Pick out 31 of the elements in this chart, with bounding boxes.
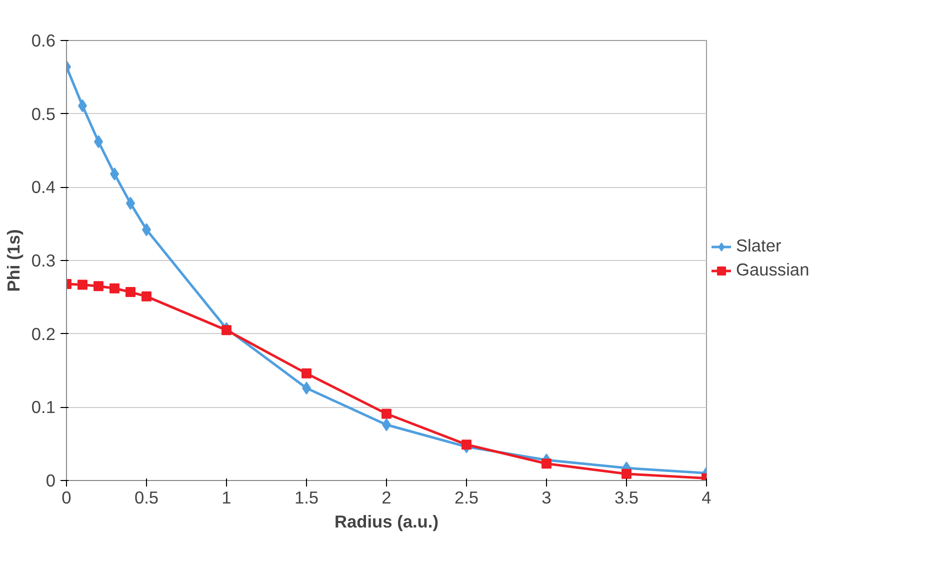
x-tick-label: 2.5	[454, 488, 479, 508]
point	[302, 368, 312, 378]
x-tick-label: 0	[62, 488, 72, 508]
y-tick-label: 0.6	[31, 30, 56, 50]
y-axis-title: Phi (1s)	[3, 229, 24, 292]
point	[222, 325, 232, 336]
point	[382, 408, 392, 419]
point	[126, 287, 136, 298]
y-tick-label: 0.3	[31, 250, 56, 270]
x-tick-label: 0.5	[134, 488, 159, 508]
x-tick-label: 3.5	[614, 488, 639, 508]
x-tick-label: 3	[542, 488, 552, 508]
point	[78, 280, 88, 290]
point	[542, 458, 552, 469]
x-axis-title: Radius (a.u.)	[334, 512, 438, 532]
point	[462, 440, 472, 450]
point	[94, 281, 104, 292]
y-tick-label: 0.4	[31, 177, 56, 198]
x-tick-label: 1.5	[294, 488, 319, 508]
y-tick-label: 0.5	[31, 104, 56, 124]
x-tick-label: 2	[382, 488, 392, 508]
legend-label: Slater	[736, 236, 782, 256]
x-tick-label: 4	[702, 488, 712, 508]
point	[622, 468, 632, 479]
point	[142, 291, 152, 302]
y-tick-label: 0.2	[31, 324, 56, 344]
point	[110, 283, 120, 294]
legend-label: Gaussian	[736, 260, 810, 280]
y-tick-label: 0.1	[31, 397, 56, 418]
y-tick-label: 0	[46, 470, 56, 490]
x-tick-label: 1	[222, 488, 232, 508]
